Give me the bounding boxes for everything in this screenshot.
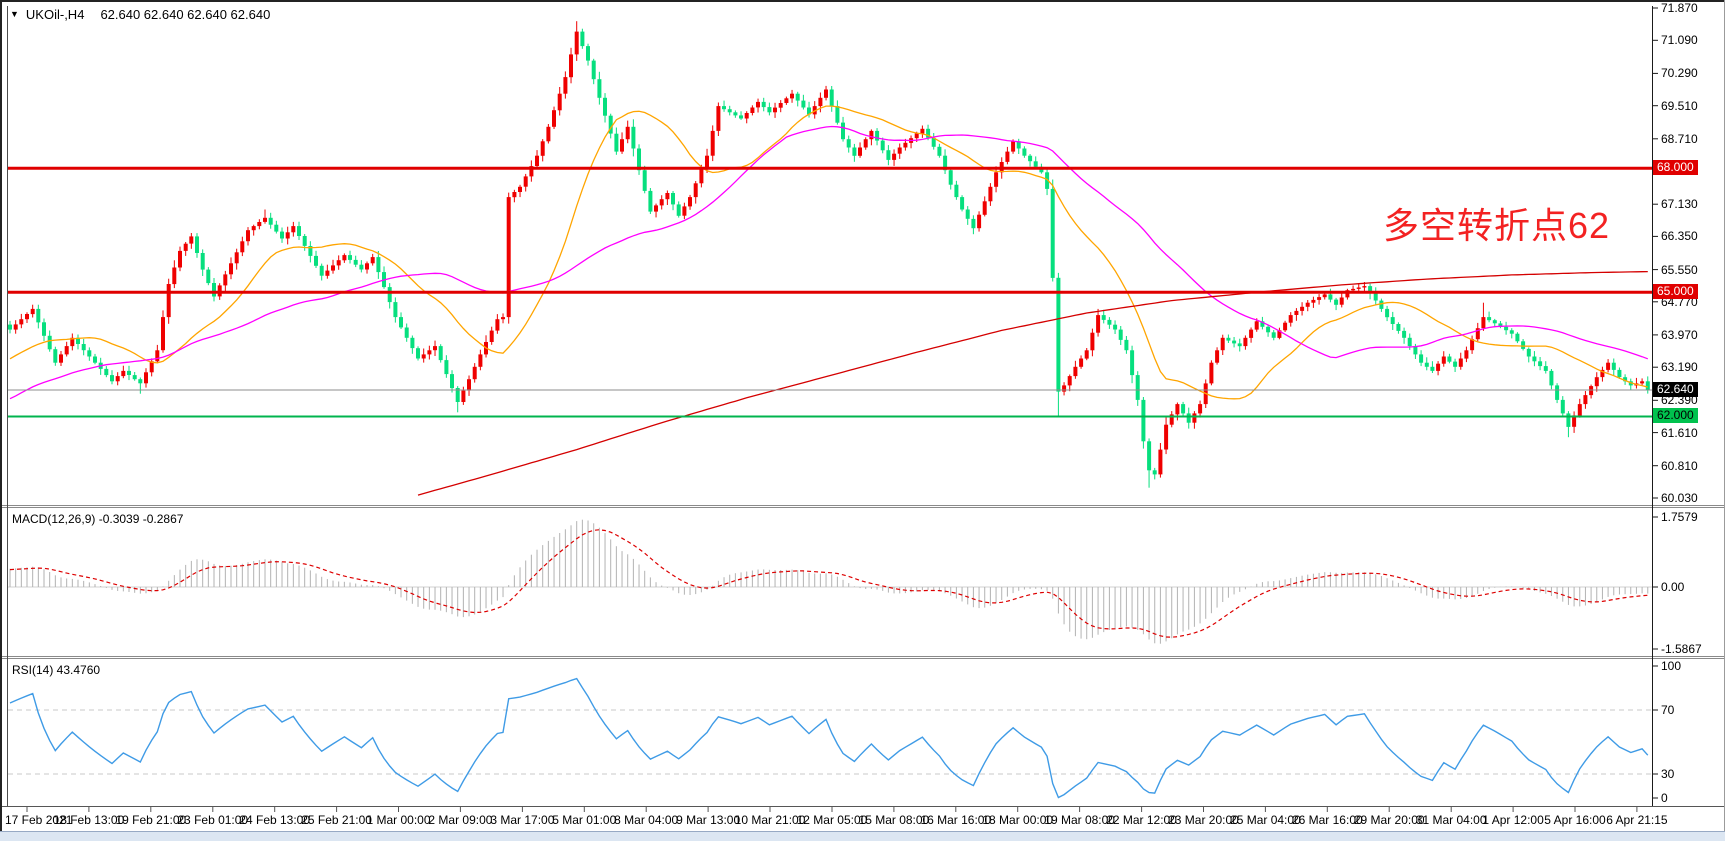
symbol-period-label: UKOil-,H4 [25, 7, 85, 22]
scale-tick-marks [1652, 7, 1658, 799]
ma-fast-line [9, 105, 1648, 400]
macd-indicator-label: MACD(12,26,9) -0.3039 -0.2867 [12, 512, 184, 526]
ohlc-quote-values: 62.640 62.640 62.640 62.640 [100, 7, 271, 22]
pane-separators [0, 505, 1725, 807]
symbol-title: ▼ UKOil-,H4 62.640 62.640 62.640 62.640 [10, 7, 270, 22]
macd-signal-line [9, 529, 1648, 638]
rsi-line [9, 677, 1649, 799]
window-bottom-strip [0, 831, 1725, 841]
chart-annotation-text: 多空转折点62 [1383, 205, 1611, 246]
level-lines [8, 166, 1652, 418]
candles-layer [8, 21, 1650, 488]
rsi-level-lines [8, 709, 1652, 775]
rsi-indicator-label: RSI(14) 43.4760 [12, 663, 101, 677]
chart-dropdown-icon[interactable]: ▼ [10, 8, 19, 19]
ma-slow-line [417, 270, 1648, 496]
macd-histogram [9, 519, 1649, 644]
ma-mid-line [9, 125, 1649, 400]
time-axis-ticks [26, 807, 1638, 812]
